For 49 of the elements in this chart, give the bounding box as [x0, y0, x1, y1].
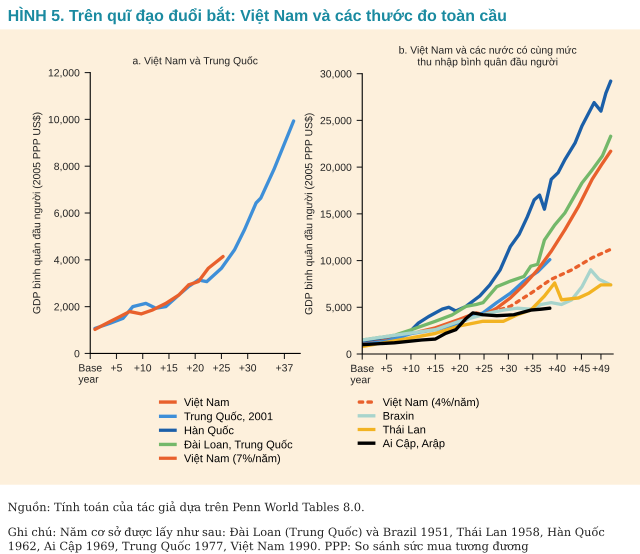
x-tick-label: +20: [451, 364, 468, 372]
x-tick-label: +37: [276, 364, 293, 372]
text: Nguồn: Tính toán của tác giả dựa trên Penn World Tables 8.0.: [8, 501, 364, 514]
y-tick-label: 15,000: [320, 210, 352, 219]
y-tick-label: 30,000: [320, 70, 352, 79]
x-tick-label: +45: [573, 364, 590, 372]
y-tick-label: 25,000: [320, 116, 352, 126]
y-tick-label: 20,000: [320, 164, 352, 172]
x-tick-label: Base year: [78, 364, 102, 385]
y-tick-label: 6,000: [54, 210, 80, 218]
y-tick-label: 4,000: [54, 256, 80, 265]
y-axis-title: GDP bình quân đầu người (2005 PPP US$): [32, 112, 42, 314]
y-tick-label: 5,000: [326, 304, 352, 312]
legend-label: Việt Nam: [184, 398, 229, 408]
x-tick-label: +40: [548, 364, 566, 372]
x-tick-label: +30: [239, 364, 256, 372]
y-tick-label: 8,000: [54, 162, 80, 172]
y-tick-label: 10,000: [48, 116, 80, 124]
legend-label: Việt Nam (4%/năm): [382, 398, 479, 408]
chart-title: a. Việt Nam và Trung Quốc: [132, 56, 258, 66]
legend-label: Trung Quốc, 2001: [184, 412, 273, 422]
x-tick-label: +20: [186, 364, 204, 372]
legend-label: Việt Nam (7%/năm): [184, 454, 280, 464]
legend-label: Braxin: [384, 412, 414, 420]
text: HÌNH 5. Trên quĩ đạo đuổi bắt: Việt Nam và các thước đo toàn cầu: [8, 6, 506, 24]
chart-title: b. Việt Nam và các nước có cùng mức thu nhập bình quân đầu người: [399, 46, 576, 68]
y-tick-label: 2,000: [54, 303, 80, 312]
x-tick-label: +15: [426, 364, 444, 372]
legend-label: Hàn Quốc: [184, 426, 234, 436]
x-tick-label: +10: [402, 364, 420, 372]
y-tick-label: 0: [74, 350, 80, 358]
x-tick-label: +25: [476, 364, 492, 372]
x-tick-label: +35: [524, 364, 542, 372]
legend-label: Thái Lan: [382, 425, 426, 434]
x-tick-label: Base year: [350, 364, 374, 386]
legend-label: Ai Cập, Arập: [382, 439, 445, 450]
x-tick-label: +5: [381, 364, 392, 372]
x-tick-label: +30: [500, 364, 517, 372]
text: Ghi chú: Năm cơ sở được lấy như sau: Đài Loan (Trung Quốc) và Brazil 1951, Thái Lan 1958, Hàn Quốc 1962, Ai Cập 1969, Trung Quốc 1977, Việt Nam 1990. PPP: So sánh sức mua tương đương: [8, 526, 604, 553]
x-tick-label: +10: [134, 364, 152, 372]
x-tick-label: +5: [111, 364, 122, 372]
x-tick-label: +25: [213, 364, 230, 372]
y-tick-label: 12,000: [48, 69, 80, 78]
y-tick-label: 0: [346, 350, 352, 358]
x-tick-label: +49: [592, 364, 610, 372]
y-axis-title: GDP bình quân đầu người (2005 PPP US$): [304, 113, 314, 314]
x-tick-label: +15: [160, 364, 178, 372]
legend-label: Đài Loan, Trung Quốc: [184, 440, 292, 451]
y-tick-label: 10,000: [320, 257, 352, 266]
